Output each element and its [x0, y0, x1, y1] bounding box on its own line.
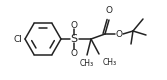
Text: O: O — [116, 30, 123, 38]
Text: O: O — [70, 20, 77, 30]
Text: Cl: Cl — [13, 34, 22, 44]
Text: O: O — [70, 48, 77, 58]
Text: O: O — [106, 6, 113, 15]
Text: CH₃: CH₃ — [103, 58, 117, 67]
Text: S: S — [70, 34, 77, 44]
Text: CH₃: CH₃ — [80, 59, 94, 68]
